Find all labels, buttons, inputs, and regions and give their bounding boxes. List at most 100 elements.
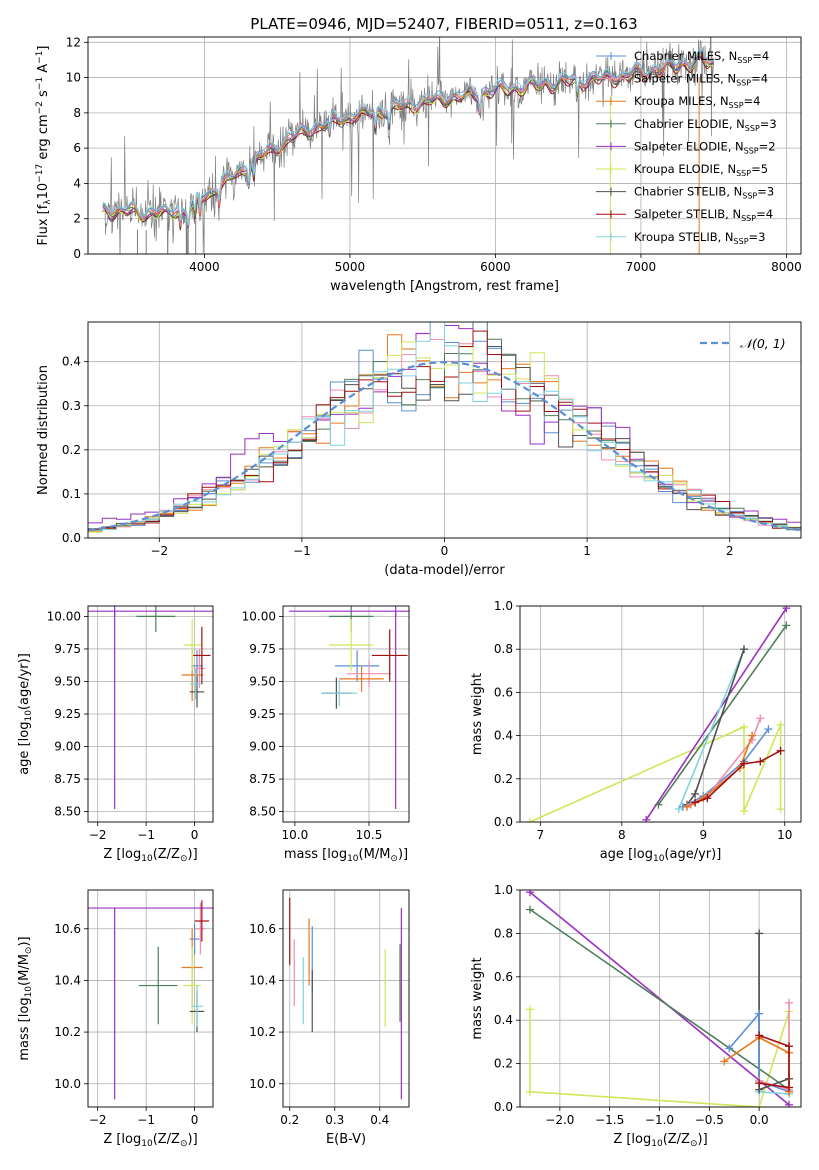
weight-marker: [755, 1079, 764, 1088]
weight-marker: [739, 807, 748, 816]
y-tick-label: 0.8: [494, 642, 513, 656]
legend-entry-6: Kroupa ELODIE, NSSP=5: [634, 162, 768, 178]
x-axis-label: age [log10(age/yr)]: [600, 847, 722, 864]
x-tick-label: 0.0: [750, 1113, 769, 1127]
weight-marker: [682, 802, 691, 811]
errorbar-point: [371, 629, 408, 682]
mass_vs_ebv-plot-area: [289, 897, 402, 1100]
weight-marker: [782, 606, 791, 613]
y-tick-label: 9.00: [54, 740, 81, 754]
axes-frame: [519, 889, 802, 1108]
y-tick-label: 9.75: [249, 642, 276, 656]
age_vs_Z-panel: −2 −1 0 8.50 8.75 9.00 9.25 9.50 9.75 10.00 Z [log…: [17, 605, 214, 864]
x-tick-label: 4000: [189, 260, 220, 274]
x-tick-label: −1.5: [595, 1113, 624, 1127]
y-tick-label: 9.00: [249, 740, 276, 754]
y-tick-label: 10.00: [242, 609, 276, 623]
errorbar-point: [191, 985, 203, 1027]
histogram-salpeter-miles: [88, 333, 801, 532]
x-tick-label: 8000: [771, 260, 802, 274]
errorbar-point: [193, 626, 211, 685]
x-tick-label: −1: [137, 828, 155, 842]
panels: 4000 5000 6000 7000 8000024681012wavelength …: [17, 35, 802, 1149]
x-axis-label: (data-model)/error: [384, 563, 505, 578]
y-tick-label: 0.6: [494, 685, 513, 699]
weight-marker: [720, 1057, 729, 1066]
weight-marker: [776, 720, 785, 729]
legend-entry-5: Salpeter ELODIE, NSSP=2: [634, 139, 776, 155]
x-tick-label: 8: [618, 828, 626, 842]
y-tick-label: 0.6: [494, 970, 513, 984]
mass_vs_Z-panel: −2 −1 0 10.0 10.2 10.4 10.6 Z [log10(Z/Z⊙)] mass…: [17, 889, 214, 1149]
axes-frame: [282, 889, 410, 1108]
histogram-salpeter-stelib: [88, 330, 801, 530]
y-tick-label: 0: [73, 247, 81, 261]
x-tick-label: −1: [137, 1113, 155, 1127]
axes-frame: [87, 36, 802, 255]
spectrum-legend: Chabrier MILES, NSSP=4 Salpeter MILES, NS…: [596, 49, 777, 246]
y-tick-label: 4: [73, 176, 81, 190]
y-axis-label: mass weight: [470, 957, 485, 1039]
x-tick-label: 0: [191, 828, 199, 842]
weight-marker: [739, 645, 748, 654]
weight-line-chabrier-miles: [728, 1011, 790, 1093]
weight-marker: [782, 621, 791, 630]
errorbar-point: [328, 619, 374, 672]
weight-marker: [756, 757, 765, 766]
figure-title: PLATE=0946, MJD=52407, FIBERID=0511, z=0…: [250, 15, 637, 33]
x-axis-label: wavelength [Angstrom, rest frame]: [330, 279, 559, 294]
weight-line-chabrier-elodie: [529, 908, 790, 1091]
y-axis-label: mass weight: [470, 673, 485, 755]
weight-marker: [755, 1009, 764, 1018]
x-tick-label: 10.5: [356, 828, 383, 842]
y-tick-label: 6: [73, 141, 81, 155]
age_vs_mass-ticks: 10.0 10.5 8.50 8.75 9.00 9.25 9.50 9.75 10.00: [242, 609, 383, 842]
y-tick-label: 0.2: [494, 1057, 513, 1071]
y-tick-label: 0.0: [62, 531, 81, 545]
legend-entry-gauss: 𝒩(0, 1): [740, 336, 786, 351]
mass_vs_ebv-grid: [283, 890, 409, 1107]
weight_vs_Z-panel: −2.0 −1.5 −1.0 −0.5 0.0 0.0 0.2 0.4 0.6 0.8 1.0 Z […: [470, 883, 802, 1149]
model-spectrum-kroupa-stelib: [102, 48, 714, 226]
x-tick-label: −2: [89, 828, 107, 842]
weight_vs_age-plot-area: [525, 606, 791, 822]
x-tick-label: 0: [191, 1113, 199, 1127]
weight_vs_Z-plot-area: [525, 890, 794, 1107]
y-tick-label: 0.4: [494, 1013, 513, 1027]
x-axis-label: Z [log10(Z/Z⊙)]: [613, 1132, 707, 1149]
weight-marker: [525, 905, 534, 914]
y-tick-label: 0.0: [494, 815, 513, 829]
normal-distribution-curve: [88, 360, 801, 532]
weight-marker: [525, 1087, 534, 1096]
weight_vs_age-panel: 7 8 9 10 0.0 0.2 0.4 0.6 0.8 1.0 age [log10(age/yr…: [470, 599, 802, 864]
weight-marker: [756, 714, 765, 723]
legend-entry-1: Chabrier MILES, NSSP=4: [634, 49, 769, 65]
y-tick-label: 8.50: [249, 805, 276, 819]
model-spectrum-salpeter-miles: [102, 50, 714, 227]
axes-frame: [282, 605, 410, 823]
weight-marker: [691, 798, 700, 807]
x-tick-label: 9: [699, 828, 707, 842]
weight-line-salpeter-stelib: [758, 1034, 790, 1089]
weight-marker: [785, 998, 794, 1007]
y-tick-label: 9.75: [54, 642, 81, 656]
y-tick-label: 0.4: [62, 355, 81, 369]
residuals-legend: 𝒩(0, 1): [700, 336, 786, 351]
y-tick-label: 8.75: [249, 772, 276, 786]
y-tick-label: 9.25: [249, 707, 276, 721]
x-tick-label: −2.0: [545, 1113, 574, 1127]
x-tick-label: 2: [726, 544, 734, 558]
axes-frame: [87, 889, 214, 1108]
y-tick-label: 0.3: [62, 399, 81, 413]
weight-marker: [764, 725, 773, 734]
y-tick-label: 0.4: [494, 729, 513, 743]
weight-marker: [776, 746, 785, 755]
errorbar-point: [189, 676, 205, 708]
age_vs_Z-plot-area: [88, 606, 213, 809]
weight-line-salpeter-elodie: [645, 607, 787, 821]
mass_vs_ebv-panel: 0.2 0.3 0.4 10.0 10.2 10.4 10.6 E(B-V): [249, 889, 410, 1147]
legend-entry-4: Chabrier ELODIE, NSSP=3: [634, 117, 777, 133]
weight_vs_age-ticks: 7 8 9 10 0.0 0.2 0.4 0.6 0.8 1.0: [494, 599, 792, 842]
age_vs_mass-plot-area: [288, 606, 409, 809]
